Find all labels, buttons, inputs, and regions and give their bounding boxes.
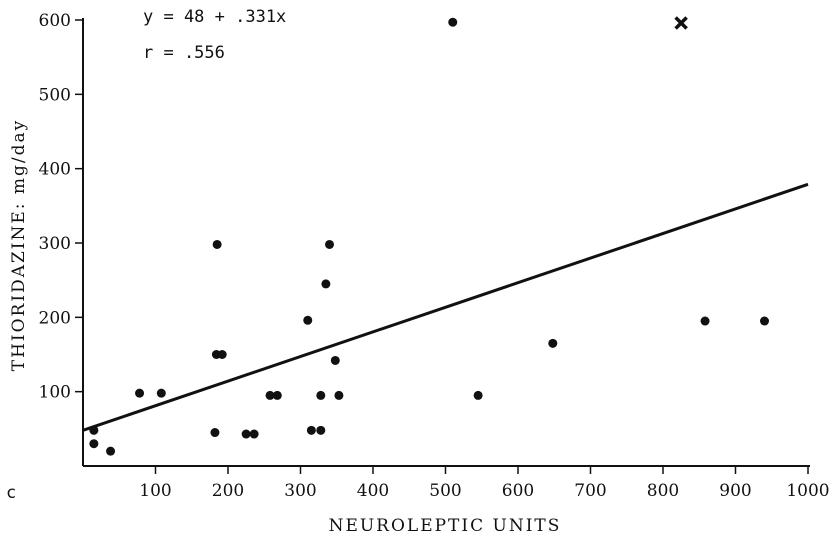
outlier-points (674, 16, 688, 30)
regression-line (82, 182, 809, 432)
data-point (272, 390, 282, 400)
panel-label: c (6, 483, 16, 503)
data-point (156, 388, 166, 398)
data-point (89, 439, 99, 449)
x-tick-label: 700 (574, 481, 606, 501)
x-tick-label: 400 (357, 481, 389, 501)
y-tick-label: 200 (39, 308, 71, 328)
data-point (210, 428, 220, 438)
data-point (700, 316, 710, 326)
x-tick-label: 100 (139, 481, 171, 501)
data-point (473, 390, 483, 400)
x-tick-label: 600 (502, 481, 534, 501)
regression-line-group (82, 182, 809, 432)
data-point (212, 239, 222, 249)
data-points (89, 17, 769, 456)
x-axis-title: NEUROLEPTIC UNITS (329, 516, 562, 536)
x-tick-label: 800 (647, 481, 679, 501)
outlier-marker (674, 16, 688, 30)
x-tick-label: 1000 (786, 481, 829, 501)
y-tick-labels: 100 200 300 400 500 600 (39, 11, 71, 403)
x-tick-label: 900 (719, 481, 751, 501)
y-tick-label: 300 (39, 234, 71, 254)
data-point (265, 390, 275, 400)
data-point (241, 429, 251, 439)
x-tick-label: 500 (429, 481, 461, 501)
data-point (303, 315, 313, 325)
data-point (135, 388, 145, 398)
data-point (448, 17, 458, 27)
data-point (325, 239, 334, 249)
x-tick-labels: 100 200 300 400 500 600 700 800 900 1000 (139, 481, 829, 501)
y-tick-label: 400 (39, 160, 71, 180)
outlier-stroke (674, 16, 688, 30)
axes (82, 18, 810, 467)
data-point (217, 350, 227, 359)
data-point (548, 338, 558, 348)
y-tick-label: 500 (39, 85, 71, 105)
data-point (760, 316, 769, 326)
annotation-correlation: r = .556 (143, 43, 225, 63)
x-tick-label: 200 (212, 481, 244, 501)
data-point (106, 446, 116, 456)
data-point (330, 355, 340, 365)
annotation-equation: y = 48 + .331x (143, 7, 286, 27)
data-point (316, 390, 326, 400)
x-tick-label: 300 (284, 481, 316, 501)
data-point (306, 425, 316, 435)
data-point (321, 279, 331, 289)
y-tick-label: 600 (39, 11, 71, 31)
y-tick-label: 100 (39, 383, 71, 403)
data-point (334, 390, 344, 400)
y-axis-title: THIORIDAZINE: mg/day (9, 119, 29, 372)
tick-marks (75, 19, 809, 474)
data-point (249, 429, 259, 439)
data-point (316, 425, 326, 435)
data-point (89, 425, 99, 435)
